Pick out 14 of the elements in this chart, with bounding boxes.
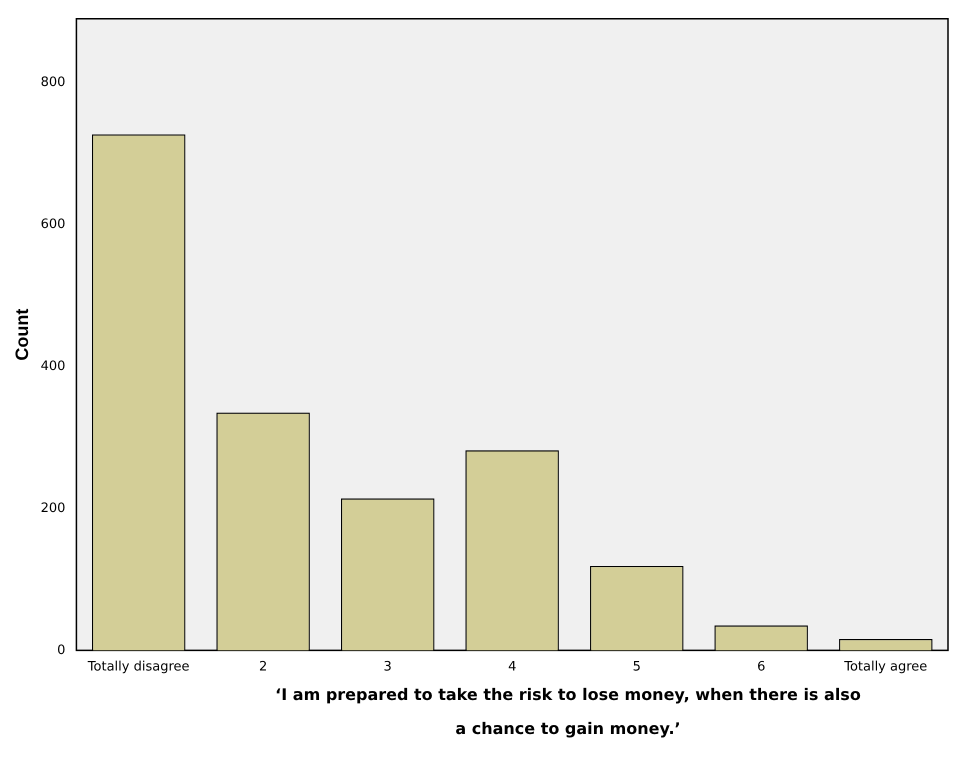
y-tick-label: 200 [40,500,66,516]
x-tick-label: 2 [259,660,268,675]
y-tick-label: 800 [40,75,66,90]
x-tick-label: 6 [757,660,766,675]
y-tick-label: 400 [40,358,66,374]
y-axis-title: Count [12,308,32,361]
x-tick-label: 4 [508,660,516,675]
x-tick-label: Totally disagree [86,660,190,675]
y-tick-label: 0 [57,642,66,658]
x-tick-label: 5 [632,660,641,675]
x-axis-title: ‘I am prepared to take the risk to lose money, when there is also a chance to gain money.’ [274,684,862,740]
x-tick-label: Totally agree [843,660,928,675]
y-tick-label: 600 [40,216,66,232]
x-tick-label: 3 [384,660,392,675]
